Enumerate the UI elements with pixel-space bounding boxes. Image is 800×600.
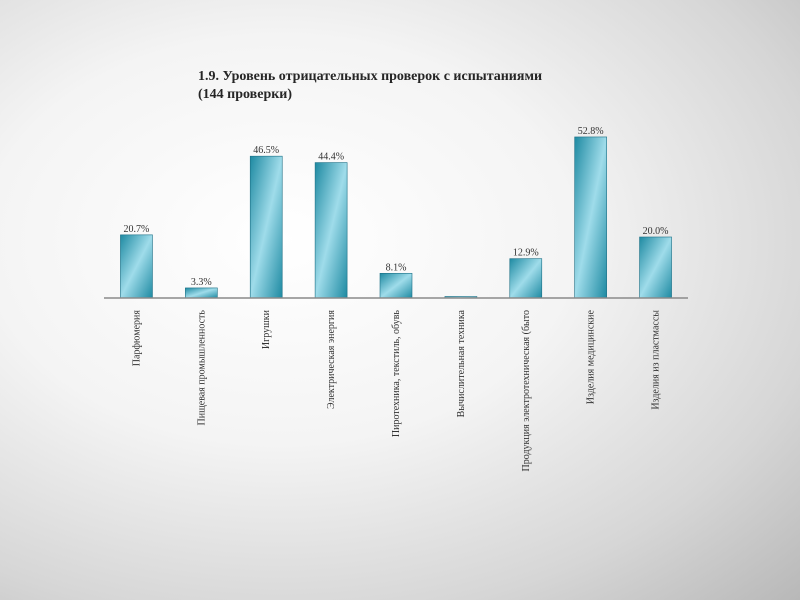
chart-title: 1.9. Уровень отрицательных проверок с ис… [198,69,543,84]
data-label-7: 12.9% [513,248,539,259]
data-label-5: 8.1% [386,262,407,273]
bars-layer [120,136,672,299]
category-label-4: Электрическая энергия [326,310,337,409]
bar-8 [574,136,607,299]
data-label-9: 20.0% [643,226,669,237]
chart-subtitle: (144 проверки) [198,87,293,102]
bar-2 [185,287,218,299]
category-label-8: Изделия медицинские [586,309,597,404]
data-label-4: 44.4% [318,152,344,163]
category-label-1: Парфюмерия [131,310,142,367]
data-label-1: 20.7% [124,224,150,235]
category-label-7: Продукция электротехническая (быто [521,310,532,471]
chart-title-block: 1.9. Уровень отрицательных проверок с ис… [198,68,618,104]
category-label-9: Изделия из пластмассы [651,310,662,410]
bar-3 [249,155,283,299]
bar-4 [314,162,348,299]
data-label-3: 46.5% [253,145,279,156]
category-label-2: Пищевая промышленность [196,310,207,426]
category-label-5: Пиротехника, текстиль, обувь [391,310,402,438]
category-label-6: Вычислительная техника [456,309,467,417]
data-label-2: 3.3% [191,277,212,288]
bar-7 [509,258,543,299]
data-label-8: 52.8% [578,126,604,137]
labels-layer: 20.7% Парфюмерия 3.3% Пищевая промышленност… [124,126,669,472]
category-label-3: Игрушки [261,309,272,349]
bar-1 [120,234,153,299]
bar-9 [639,236,672,299]
bar-5 [379,272,413,299]
